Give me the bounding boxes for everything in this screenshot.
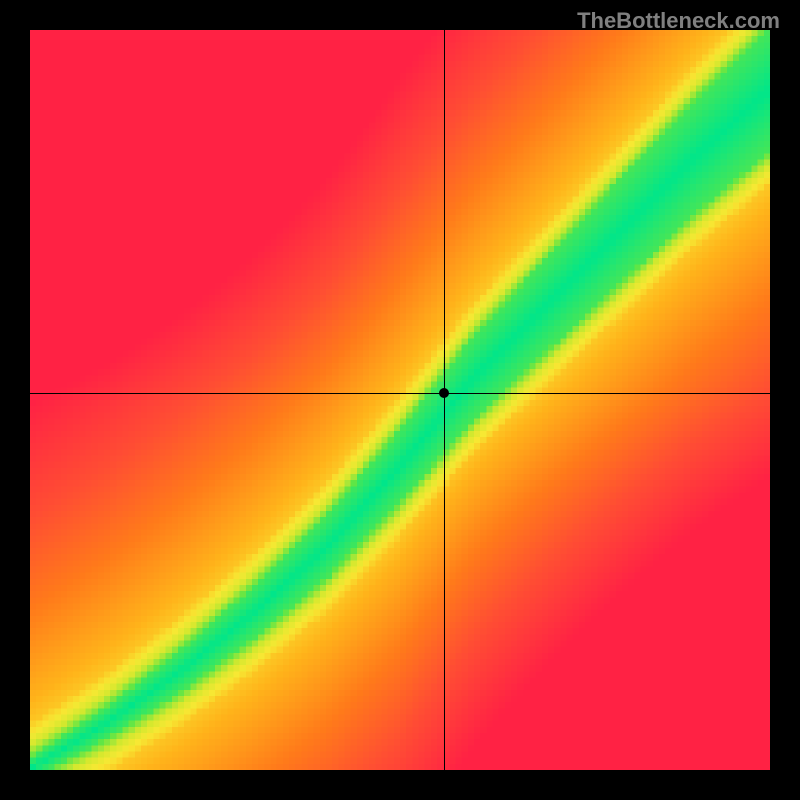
watermark-text: TheBottleneck.com — [577, 8, 780, 34]
marker-dot — [439, 388, 449, 398]
heatmap-canvas — [30, 30, 770, 770]
crosshair-vertical — [444, 30, 445, 770]
heatmap-chart — [30, 30, 770, 770]
crosshair-horizontal — [30, 393, 770, 394]
